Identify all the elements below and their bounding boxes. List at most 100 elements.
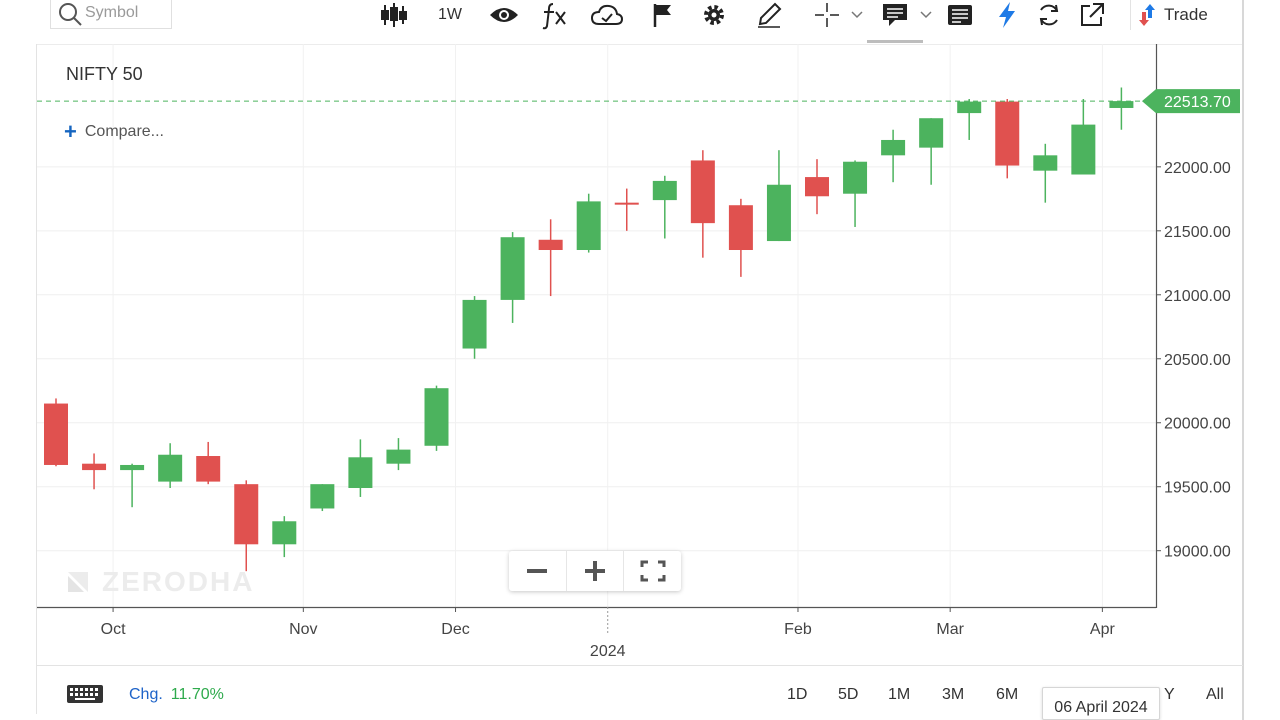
candles	[44, 87, 1134, 572]
candle	[310, 484, 335, 512]
eye-icon	[490, 8, 518, 22]
y-tick-label: 19000.00	[1164, 544, 1231, 561]
news-button[interactable]	[944, 0, 976, 30]
candle	[44, 398, 68, 467]
bottom-bar: Chg. 11.70% 1D 5D 1M 3M 6M Y All	[36, 666, 1243, 720]
trade-arrows-icon	[1139, 4, 1155, 26]
view-button[interactable]	[486, 0, 522, 30]
last-price-marker: 22513.70	[37, 89, 1240, 114]
change-value: 11.70%	[170, 686, 224, 703]
candle-body	[462, 299, 487, 349]
candle	[500, 232, 525, 323]
candle	[843, 160, 868, 227]
candle-body	[1071, 124, 1096, 175]
y-tick-label: 22000.00	[1164, 160, 1231, 177]
candle-body	[44, 403, 68, 465]
x-tick-label: Mar	[936, 621, 964, 638]
candle-body	[1109, 101, 1134, 108]
candle-body	[919, 118, 944, 148]
x-tick-label: 2024	[590, 643, 626, 660]
change-label: Chg.	[129, 686, 163, 703]
x-tick-label: Dec	[441, 621, 469, 638]
watermark-text: ZERODHA	[102, 566, 255, 597]
candle-body	[576, 201, 601, 251]
range-all-button[interactable]: All	[1206, 686, 1224, 703]
candle	[690, 150, 715, 258]
candle-body	[1033, 155, 1058, 171]
range-1y-button[interactable]: Y	[1164, 686, 1175, 703]
candle	[1109, 87, 1134, 130]
candle	[424, 385, 449, 451]
x-tick-label: Apr	[1090, 621, 1116, 638]
range-1m-button[interactable]: 1M	[888, 686, 911, 703]
crosshair-button[interactable]	[810, 0, 844, 30]
interval-label: 1W	[438, 6, 462, 23]
range-6m-button[interactable]: 6M	[996, 686, 1019, 703]
candle	[805, 159, 829, 215]
zoom-in-button[interactable]	[565, 551, 624, 591]
candlestick-icon	[381, 3, 407, 27]
chart-type-button[interactable]	[376, 0, 412, 30]
candle-body	[348, 457, 373, 489]
chevron-down-icon[interactable]	[919, 10, 933, 20]
zerodha-watermark: ZERODHA	[66, 566, 254, 598]
candle	[272, 516, 297, 558]
chart-frame-bottom	[36, 665, 1243, 666]
fullscreen-button[interactable]	[623, 551, 681, 591]
refresh-button[interactable]	[1034, 0, 1064, 30]
external-link-icon	[1081, 3, 1104, 26]
candle-body	[386, 449, 411, 464]
y-tick-label: 20000.00	[1164, 416, 1231, 433]
comments-button[interactable]	[878, 0, 912, 30]
range-5d-button[interactable]: 5D	[838, 686, 859, 703]
quick-action-button[interactable]	[992, 0, 1022, 30]
popout-button[interactable]	[1076, 0, 1108, 30]
candle	[728, 198, 753, 277]
candle-body	[234, 484, 259, 545]
candle-body	[805, 177, 829, 197]
active-tab-indicator	[867, 40, 923, 43]
cloud-save-button[interactable]	[588, 0, 626, 30]
symbol-search-box[interactable]	[50, 0, 172, 29]
minus-icon	[527, 569, 548, 573]
range-1d-button[interactable]: 1D	[787, 686, 808, 703]
compare-button[interactable]: + Compare...	[64, 121, 164, 143]
keyboard-icon[interactable]	[66, 684, 104, 704]
candle	[766, 150, 791, 242]
chart-frame-top	[36, 44, 1243, 45]
window-scrollbar	[1242, 0, 1244, 720]
alerts-button[interactable]	[648, 0, 676, 30]
chart-title: NIFTY 50	[66, 64, 143, 84]
settings-button[interactable]	[700, 0, 728, 30]
trade-button[interactable]: Trade	[1138, 0, 1222, 30]
zoom-out-button[interactable]	[509, 551, 566, 591]
fullscreen-icon	[640, 560, 666, 582]
candle-body	[500, 237, 525, 300]
candle	[576, 193, 601, 253]
range-3m-button[interactable]: 3M	[942, 686, 965, 703]
pencil-icon	[758, 2, 782, 28]
draw-button[interactable]	[752, 0, 786, 30]
flag-icon	[653, 4, 671, 27]
news-icon	[948, 5, 972, 25]
candle	[158, 443, 183, 489]
symbol-search-input[interactable]	[85, 2, 167, 24]
last-price-label-bg	[1142, 89, 1240, 114]
candle-body	[196, 456, 221, 482]
candle-body	[272, 521, 297, 545]
indicators-button[interactable]	[538, 0, 572, 30]
candle	[881, 129, 906, 183]
trade-label: Trade	[1164, 5, 1208, 24]
chart-grid	[37, 44, 1156, 607]
chevron-down-icon[interactable]	[850, 10, 864, 20]
interval-button[interactable]: 1W	[430, 0, 470, 30]
crosshair-icon	[815, 3, 839, 27]
toolbar-divider	[1130, 0, 1131, 30]
candle-body	[652, 180, 677, 201]
compare-label: Compare...	[84, 123, 164, 140]
candle	[348, 439, 373, 497]
candle-body	[766, 184, 791, 242]
candle-body	[538, 239, 563, 251]
chart-frame-left	[36, 44, 37, 714]
candlestick-chart[interactable]: 19000.00 19500.00 20000.00 20500.00 21000.00…	[0, 0, 1280, 666]
